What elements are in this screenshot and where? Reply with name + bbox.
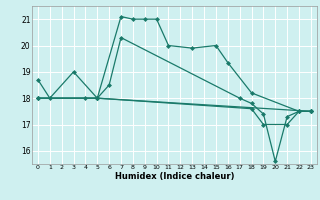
X-axis label: Humidex (Indice chaleur): Humidex (Indice chaleur): [115, 172, 234, 181]
